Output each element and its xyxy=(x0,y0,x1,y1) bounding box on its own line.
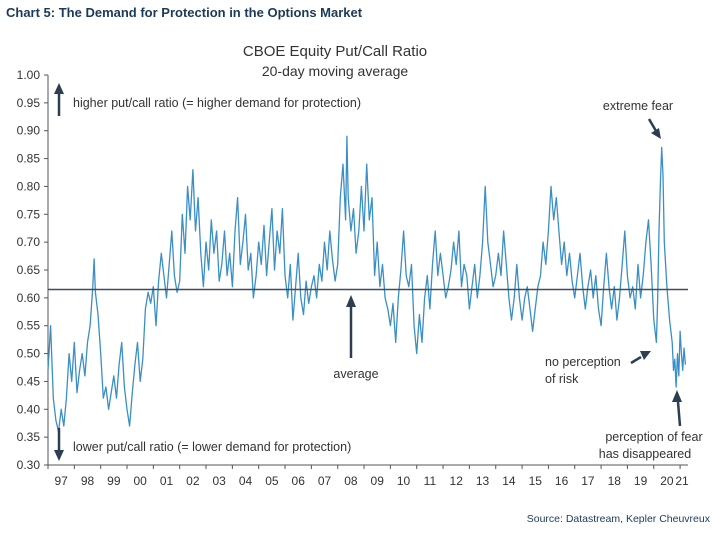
y-tick-label: 0.75 xyxy=(17,207,41,221)
x-tick-label: 05 xyxy=(265,474,279,488)
annotation-average: average xyxy=(333,367,378,381)
chart-subtitle: 20-day moving average xyxy=(262,63,409,79)
x-tick-label: 11 xyxy=(424,474,437,488)
annotation-higher: higher put/call ratio (= higher demand f… xyxy=(73,96,361,110)
no-perception-arrow xyxy=(630,351,651,365)
x-tick-label: 18 xyxy=(608,474,622,488)
x-tick-label: 14 xyxy=(502,474,516,488)
x-tick-label: 15 xyxy=(529,474,543,488)
annotation-no-perception-line2: of risk xyxy=(545,372,579,386)
x-tick-label: 08 xyxy=(344,474,358,488)
lower-arrow xyxy=(54,428,64,461)
y-tick-label: 0.50 xyxy=(17,347,41,361)
fear-gone-arrow xyxy=(672,390,682,427)
x-tick-label: 97 xyxy=(54,474,68,488)
annotation-extreme-fear: extreme fear xyxy=(603,99,673,113)
x-tick-label: 21 xyxy=(675,474,689,488)
y-tick-label: 0.80 xyxy=(17,179,41,193)
y-tick-label: 0.70 xyxy=(17,235,41,249)
y-tick-label: 0.65 xyxy=(17,263,41,277)
x-tick-label: 99 xyxy=(107,474,121,488)
y-tick-label: 0.30 xyxy=(17,458,41,472)
x-tick-label: 19 xyxy=(634,474,648,488)
x-tick-label: 02 xyxy=(186,474,200,488)
extreme-fear-arrow xyxy=(647,118,661,139)
source-note: Source: Datastream, Kepler Cheuvreux xyxy=(526,513,710,525)
chart-title: CBOE Equity Put/Call Ratio xyxy=(243,43,427,60)
y-tick-label: 0.55 xyxy=(17,319,41,333)
x-tick-label: 17 xyxy=(581,474,595,488)
series-line xyxy=(47,135,687,433)
y-tick-label: 0.45 xyxy=(17,374,41,388)
y-tick-label: 0.90 xyxy=(17,124,41,138)
figure-title: Chart 5: The Demand for Protection in th… xyxy=(6,5,363,20)
average-arrow xyxy=(346,295,356,358)
y-tick-label: 1.00 xyxy=(17,68,41,82)
y-tick-label: 0.35 xyxy=(17,430,41,444)
x-tick-label: 06 xyxy=(292,474,306,488)
x-tick-label: 20 xyxy=(660,474,674,488)
annotation-fear-gone-line2: has disappeared xyxy=(599,447,691,461)
x-tick-label: 10 xyxy=(397,474,411,488)
x-tick-label: 04 xyxy=(239,474,253,488)
y-tick-label: 0.60 xyxy=(17,291,41,305)
x-tick-label: 07 xyxy=(318,474,332,488)
y-tick-label: 0.95 xyxy=(17,96,41,110)
x-tick-label: 03 xyxy=(213,474,227,488)
y-tick-label: 0.85 xyxy=(17,152,41,166)
x-tick-label: 00 xyxy=(134,474,148,488)
higher-arrow xyxy=(54,83,64,116)
x-tick-label: 16 xyxy=(555,474,569,488)
annotation-lower: lower put/call ratio (= lower demand for… xyxy=(73,440,351,454)
x-tick-label: 98 xyxy=(81,474,95,488)
x-axis: 97 98 99 00 01 02 03 04 05 06 07 08 09 10 11 12 13 14 15 16… xyxy=(47,465,689,488)
y-tick-label: 0.40 xyxy=(17,402,41,416)
x-tick-label: 13 xyxy=(476,474,490,488)
y-axis: 0.30 0.35 0.40 0.45 0.50 0.55 0.60 0.65 0.70 0.75… xyxy=(17,68,48,472)
annotation-fear-gone-line1: perception of fear xyxy=(605,430,702,444)
x-tick-label: 01 xyxy=(160,474,174,488)
annotation-no-perception-line1: no perception xyxy=(545,355,621,369)
x-tick-label: 09 xyxy=(371,474,385,488)
x-tick-label: 12 xyxy=(450,474,464,488)
